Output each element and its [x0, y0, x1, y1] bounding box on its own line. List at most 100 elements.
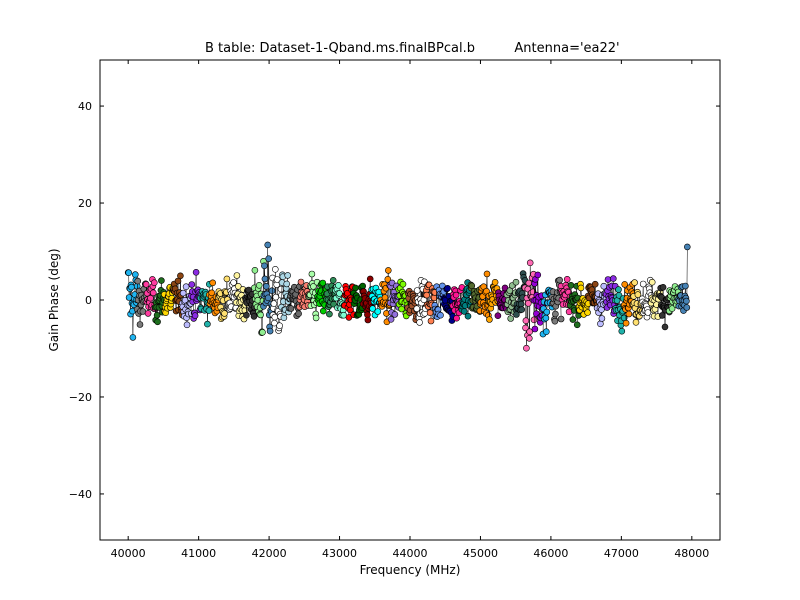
x-tick-label: 44000	[393, 547, 428, 560]
data-point	[128, 283, 135, 291]
data-point	[364, 316, 372, 324]
data-point	[523, 344, 530, 352]
data-point	[272, 293, 280, 301]
data-point	[524, 299, 532, 307]
data-point	[387, 315, 395, 323]
y-tick-label: −40	[69, 488, 92, 501]
data-point	[464, 312, 472, 320]
x-tick-label: 43000	[322, 547, 357, 560]
data-point	[543, 308, 551, 316]
data-point	[243, 311, 250, 319]
y-tick-label: 20	[78, 197, 92, 210]
data-point	[683, 304, 691, 311]
data-point	[359, 282, 367, 290]
spw-series-39	[476, 270, 493, 319]
data-point	[255, 281, 263, 289]
data-point	[452, 291, 460, 299]
data-point	[517, 300, 525, 308]
data-point	[336, 290, 343, 297]
data-point	[507, 315, 515, 322]
spw-series-45	[530, 271, 547, 333]
data-point	[251, 266, 259, 274]
data-point	[158, 277, 165, 284]
data-point	[366, 275, 374, 283]
data-point	[525, 279, 533, 287]
data-point	[287, 305, 295, 312]
data-point	[134, 277, 141, 285]
data-point	[262, 282, 270, 290]
data-point	[264, 241, 272, 249]
spw-series-44	[521, 259, 538, 352]
data-point	[271, 265, 279, 273]
y-tick-label: −20	[69, 391, 92, 404]
data-point	[177, 272, 184, 280]
data-point	[615, 286, 622, 293]
data-point	[526, 328, 534, 336]
data-point	[283, 280, 291, 288]
data-point	[151, 279, 158, 287]
data-point	[525, 334, 533, 342]
data-point	[223, 275, 231, 283]
data-point	[381, 294, 389, 301]
spw-series-14	[251, 257, 267, 337]
data-point	[513, 311, 520, 318]
data-point	[622, 319, 630, 327]
data-point	[308, 270, 316, 278]
data-point	[512, 278, 520, 286]
data-point	[683, 297, 690, 305]
data-point	[534, 271, 542, 279]
data-point	[563, 275, 571, 283]
data-point	[183, 321, 191, 329]
x-tick-label: 40000	[111, 547, 146, 560]
spw-series-24	[341, 282, 357, 321]
data-point	[542, 328, 550, 336]
data-point	[639, 280, 647, 288]
data-point	[491, 278, 499, 286]
data-point	[567, 281, 575, 289]
data-point	[319, 307, 327, 315]
data-point	[573, 321, 581, 329]
spw-series-15	[260, 241, 276, 335]
data-point	[591, 280, 599, 288]
data-point	[437, 311, 444, 319]
data-point	[352, 284, 359, 292]
data-point	[384, 275, 392, 283]
data-point	[335, 281, 342, 289]
data-point	[659, 283, 667, 291]
data-point	[312, 314, 320, 322]
data-point	[453, 314, 460, 322]
data-point	[154, 318, 161, 326]
data-point	[604, 276, 612, 283]
data-point	[235, 282, 242, 290]
spw-series-49	[566, 281, 583, 329]
data-point	[259, 328, 266, 336]
data-point	[391, 311, 399, 318]
data-point	[205, 307, 213, 314]
spw-series-6	[179, 283, 195, 329]
data-point	[427, 317, 435, 325]
data-point	[552, 310, 559, 318]
data-point	[209, 279, 216, 287]
data-point	[384, 267, 392, 274]
data-point	[444, 284, 451, 292]
data-point	[621, 281, 629, 288]
data-point	[598, 315, 606, 322]
data-point	[468, 282, 476, 290]
x-tick-label: 41000	[181, 547, 216, 560]
data-point	[668, 305, 676, 312]
data-point	[280, 314, 288, 322]
data-point	[426, 309, 434, 317]
axis-ticks: 40000 41000 42000 43000 44000 45000 46000 47000…	[69, 60, 720, 560]
data-point	[542, 314, 550, 322]
data-point	[398, 305, 405, 313]
data-point	[144, 310, 152, 317]
data-point	[132, 271, 139, 278]
data-point	[309, 283, 317, 290]
y-tick-label: 0	[85, 294, 92, 307]
x-tick-label: 48000	[674, 547, 709, 560]
data-point	[346, 306, 354, 314]
data-point	[245, 286, 252, 294]
spw-series-47	[548, 276, 565, 325]
x-tick-label: 47000	[604, 547, 639, 560]
